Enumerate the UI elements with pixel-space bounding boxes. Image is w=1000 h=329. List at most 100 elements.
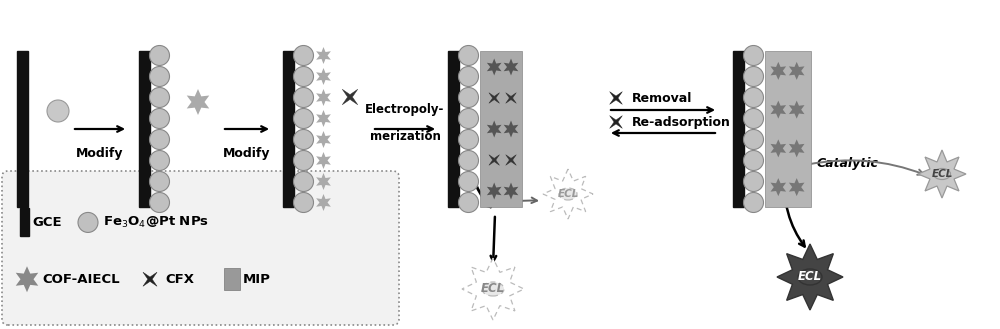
Polygon shape [342, 89, 358, 105]
Circle shape [294, 88, 314, 108]
Polygon shape [610, 115, 622, 128]
Circle shape [294, 171, 314, 191]
Circle shape [743, 192, 764, 213]
Bar [448, 52, 459, 207]
Polygon shape [316, 89, 331, 106]
Circle shape [150, 45, 170, 65]
Polygon shape [789, 139, 804, 157]
Circle shape [458, 66, 478, 87]
Circle shape [150, 192, 170, 213]
Polygon shape [316, 152, 331, 169]
Circle shape [47, 100, 69, 122]
Text: ECL: ECL [557, 189, 579, 199]
Text: merization: merization [370, 130, 440, 143]
Circle shape [150, 130, 170, 149]
Circle shape [150, 109, 170, 129]
Text: MIP: MIP [243, 273, 271, 286]
Text: Re-adsorption: Re-adsorption [632, 115, 731, 129]
Polygon shape [487, 183, 502, 199]
Bar [732, 52, 744, 207]
Polygon shape [143, 272, 157, 286]
Circle shape [743, 109, 764, 129]
Polygon shape [316, 68, 331, 85]
Polygon shape [543, 169, 593, 219]
Circle shape [78, 213, 98, 233]
Bar [765, 52, 811, 207]
Polygon shape [487, 120, 502, 138]
Bar [20, 209, 28, 237]
Text: Modify: Modify [223, 147, 271, 160]
Circle shape [294, 150, 314, 170]
Circle shape [458, 150, 478, 170]
Circle shape [150, 171, 170, 191]
Polygon shape [789, 62, 804, 80]
Polygon shape [506, 155, 516, 165]
Text: ECL: ECL [798, 270, 822, 284]
Text: Removal: Removal [632, 91, 692, 105]
Polygon shape [489, 155, 500, 165]
Polygon shape [789, 178, 804, 196]
Text: Modify: Modify [76, 147, 124, 160]
Text: Catalytic: Catalytic [817, 157, 879, 170]
Bar [138, 52, 150, 207]
Text: ECL: ECL [481, 283, 505, 295]
Polygon shape [506, 93, 516, 103]
Circle shape [743, 130, 764, 149]
Polygon shape [316, 194, 331, 211]
Bar [16, 52, 28, 207]
Text: Electropoly-: Electropoly- [365, 103, 445, 116]
Polygon shape [777, 244, 843, 310]
Ellipse shape [482, 282, 504, 296]
Polygon shape [771, 178, 786, 196]
Circle shape [294, 192, 314, 213]
Ellipse shape [934, 168, 950, 180]
Bar [480, 52, 522, 207]
Circle shape [458, 45, 478, 65]
Circle shape [743, 45, 764, 65]
Polygon shape [504, 120, 518, 138]
Polygon shape [789, 101, 804, 119]
Circle shape [743, 150, 764, 170]
Polygon shape [487, 59, 502, 75]
Bar [224, 268, 240, 290]
Text: Fe$_3$O$_4$@Pt NPs: Fe$_3$O$_4$@Pt NPs [103, 215, 209, 230]
Circle shape [294, 66, 314, 87]
Ellipse shape [798, 269, 822, 285]
Polygon shape [771, 101, 786, 119]
Circle shape [150, 66, 170, 87]
Polygon shape [316, 110, 331, 127]
Circle shape [743, 88, 764, 108]
Circle shape [458, 192, 478, 213]
Circle shape [150, 150, 170, 170]
Polygon shape [610, 92, 622, 104]
Polygon shape [918, 150, 966, 198]
Circle shape [294, 130, 314, 149]
Circle shape [458, 88, 478, 108]
Polygon shape [316, 173, 331, 190]
Circle shape [743, 171, 764, 191]
Circle shape [458, 109, 478, 129]
Polygon shape [771, 62, 786, 80]
Polygon shape [504, 183, 518, 199]
Circle shape [294, 109, 314, 129]
Text: ECL: ECL [931, 169, 953, 179]
Polygon shape [462, 258, 524, 320]
Polygon shape [316, 47, 331, 64]
Ellipse shape [559, 188, 577, 200]
Text: CFX: CFX [165, 273, 194, 286]
Circle shape [294, 45, 314, 65]
Bar [283, 52, 294, 207]
Polygon shape [771, 139, 786, 157]
Polygon shape [187, 89, 209, 115]
FancyBboxPatch shape [2, 171, 399, 325]
Circle shape [743, 66, 764, 87]
Polygon shape [504, 59, 518, 75]
Text: GCE: GCE [32, 216, 62, 229]
Circle shape [150, 88, 170, 108]
Text: COF-AIECL: COF-AIECL [42, 273, 120, 286]
Polygon shape [16, 266, 38, 292]
Circle shape [458, 130, 478, 149]
Circle shape [458, 171, 478, 191]
Polygon shape [316, 131, 331, 148]
Polygon shape [489, 93, 500, 103]
